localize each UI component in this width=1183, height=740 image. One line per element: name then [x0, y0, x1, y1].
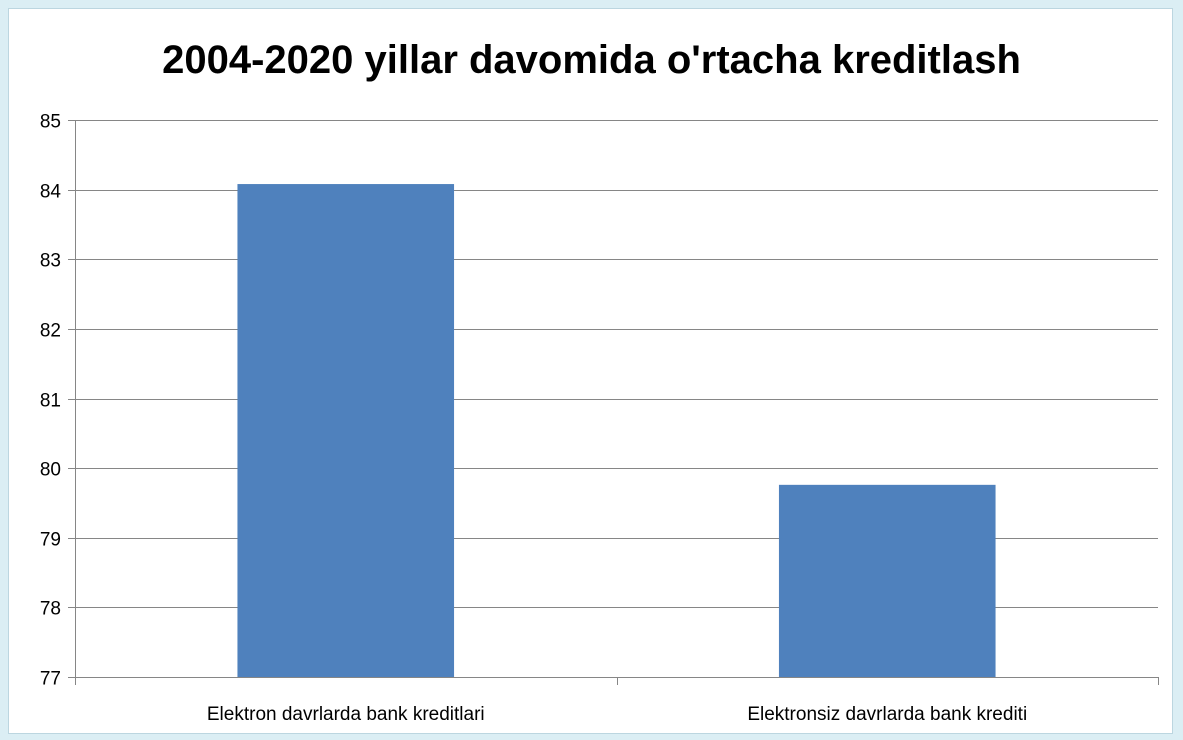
x-category-label: Elektron davrlarda bank kreditlari	[207, 704, 485, 725]
y-tick-label: 84	[40, 182, 62, 203]
y-tick-label: 83	[40, 251, 61, 272]
y-tick-label: 81	[40, 391, 61, 412]
y-tick-label: 78	[40, 599, 61, 620]
bar-2	[778, 484, 996, 677]
bar-1	[237, 184, 455, 677]
y-tick-label: 79	[40, 530, 61, 551]
axes	[68, 120, 1159, 685]
y-tick-label: 77	[40, 669, 61, 690]
y-tick-label: 85	[40, 112, 61, 133]
y-tick-label: 80	[40, 460, 61, 481]
bars	[237, 184, 996, 677]
labels: 77 78 79 80 81 82 83 84 85 Elektron davrlarda ban…	[40, 112, 1027, 726]
chart-title: 2004-2020 yillar davomida o'rtacha kredi…	[162, 38, 1021, 82]
x-category-label: Elektronsiz davrlarda bank krediti	[747, 704, 1027, 725]
y-tick-label: 82	[40, 321, 61, 342]
